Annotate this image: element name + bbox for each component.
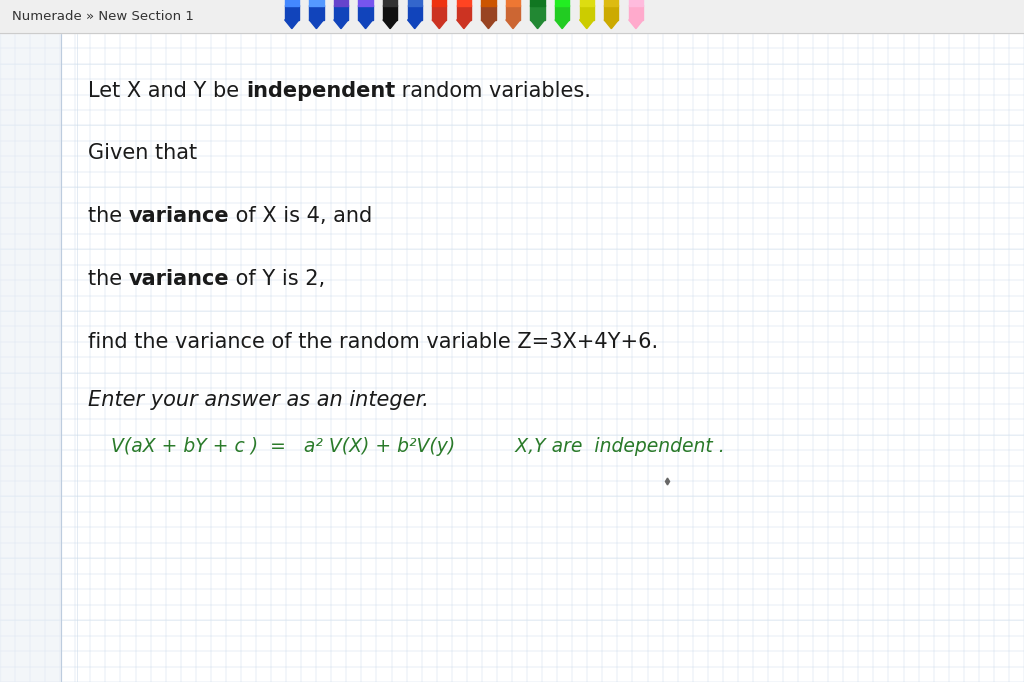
Polygon shape	[481, 20, 496, 29]
Text: variance: variance	[129, 269, 229, 289]
Bar	[432, 5, 446, 20]
Bar	[629, 5, 643, 20]
Bar	[506, 0, 520, 6]
Text: the: the	[88, 269, 129, 289]
Text: Given that: Given that	[88, 143, 198, 164]
Bar	[383, 0, 397, 6]
Text: of X is 4, and: of X is 4, and	[229, 206, 373, 226]
Bar	[481, 0, 496, 6]
Polygon shape	[309, 20, 324, 29]
Bar	[432, 0, 446, 6]
Bar	[457, 5, 471, 20]
Polygon shape	[457, 20, 471, 29]
Bar	[604, 0, 618, 6]
Text: variance: variance	[129, 206, 229, 226]
Polygon shape	[604, 20, 618, 29]
Bar	[555, 0, 569, 6]
Text: find the variance of the random variable Z=3X+4Y+6.: find the variance of the random variable…	[88, 331, 658, 352]
Text: Let X and Y be: Let X and Y be	[88, 80, 246, 101]
Bar	[580, 0, 594, 6]
Polygon shape	[432, 20, 446, 29]
Text: the: the	[88, 206, 129, 226]
Text: Enter your answer as an integer.: Enter your answer as an integer.	[88, 390, 429, 411]
Bar	[481, 5, 496, 20]
Polygon shape	[408, 20, 422, 29]
Polygon shape	[506, 20, 520, 29]
Bar	[530, 5, 545, 20]
Bar	[0, 0, 1024, 33]
Bar	[309, 0, 324, 6]
Bar	[309, 5, 324, 20]
Bar	[408, 0, 422, 6]
Bar	[457, 0, 471, 6]
Bar	[383, 5, 397, 20]
Bar	[0, 33, 61, 682]
Text: independent: independent	[246, 80, 395, 101]
Bar	[604, 5, 618, 20]
Bar	[285, 0, 299, 6]
Polygon shape	[530, 20, 545, 29]
Polygon shape	[629, 20, 643, 29]
Bar	[530, 0, 545, 6]
Bar	[408, 5, 422, 20]
Bar	[285, 5, 299, 20]
Polygon shape	[383, 20, 397, 29]
Bar	[629, 0, 643, 6]
Bar	[334, 5, 348, 20]
Polygon shape	[285, 20, 299, 29]
Bar	[358, 0, 373, 6]
Text: V(aX + bY + c )  =   a² V(X) + b²V(y)          X,Y are  independent .: V(aX + bY + c ) = a² V(X) + b²V(y) X,Y a…	[111, 437, 724, 456]
Bar	[506, 5, 520, 20]
Polygon shape	[580, 20, 594, 29]
Bar	[358, 5, 373, 20]
Bar	[580, 5, 594, 20]
Polygon shape	[358, 20, 373, 29]
Bar	[334, 0, 348, 6]
Polygon shape	[334, 20, 348, 29]
Polygon shape	[555, 20, 569, 29]
Text: of Y is 2,: of Y is 2,	[229, 269, 326, 289]
Text: random variables.: random variables.	[395, 80, 591, 101]
Bar	[555, 5, 569, 20]
Text: Numerade » New Section 1: Numerade » New Section 1	[12, 10, 195, 23]
